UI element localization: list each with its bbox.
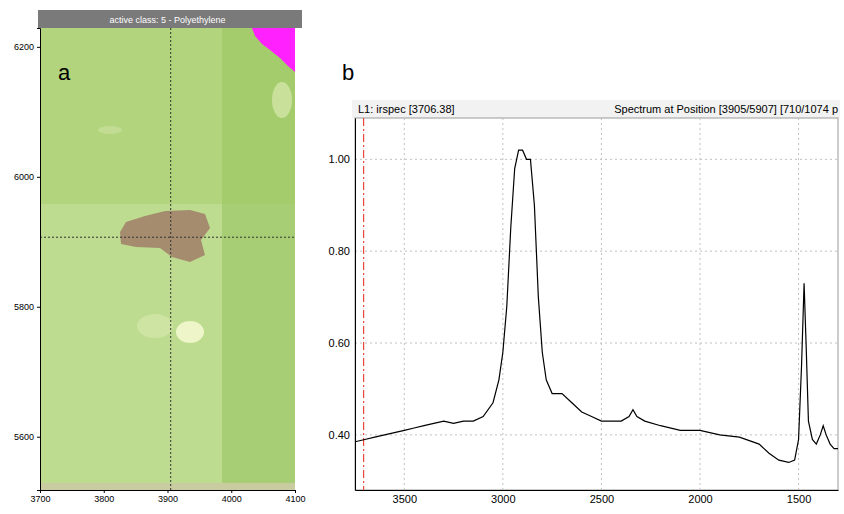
image-tile: [40, 483, 295, 490]
x-tick: 2000: [688, 490, 712, 505]
particle-region: [120, 210, 210, 262]
image-tile: [222, 28, 295, 204]
y-tick-label: 6200: [14, 42, 34, 52]
x-tick: 2500: [590, 490, 614, 505]
y-tick: 0.80: [329, 245, 355, 257]
crosshair-vertical: [170, 28, 171, 490]
image-tile: [40, 204, 222, 490]
y-axis-line: [355, 119, 356, 491]
droplet: [176, 321, 204, 343]
plot-area: [355, 118, 838, 490]
y-tick-mark: [37, 437, 40, 438]
y-tick-label: 5600: [14, 432, 34, 442]
x-tick-label: 3900: [158, 494, 178, 504]
x-tick-label: 4000: [222, 494, 242, 504]
y-tick: 1.00: [329, 153, 355, 165]
grid: [355, 118, 838, 490]
y-tick: 0.40: [329, 429, 355, 441]
panel-letter: a: [58, 60, 71, 85]
header-right: Spectrum at Position [3905/5907] [710/10…: [614, 103, 838, 115]
image-tile: [222, 204, 295, 490]
panel-letter: b: [342, 60, 354, 85]
y-tick-label: 0.80: [329, 245, 350, 257]
y-tick: 6000: [14, 172, 40, 182]
y-tick: 5800: [14, 302, 40, 312]
title-bar: [38, 10, 302, 28]
image-area: [40, 28, 295, 490]
y-axis-line: [37, 29, 41, 491]
x-tick: 3700: [30, 490, 50, 504]
grid-line-y: [355, 343, 838, 344]
x-tick-mark: [104, 490, 105, 493]
y-tick: 6200: [14, 42, 40, 52]
x-tick: 3000: [491, 490, 515, 505]
x-tick: 1500: [787, 490, 811, 505]
y-tick-mark: [37, 47, 40, 48]
x-axis-line: [356, 490, 839, 491]
x-axis: 3500 3000 2500 2000 1500: [356, 490, 839, 505]
y-tick-mark: [37, 177, 40, 178]
y-axis: 0.40 0.60 0.80 1.00: [329, 119, 356, 491]
header-bar: [352, 100, 840, 118]
x-tick: 4000: [222, 490, 242, 504]
droplet: [272, 82, 292, 118]
panel-title: active class: 5 - Polyethylene: [109, 15, 225, 25]
y-tick-mark: [37, 307, 40, 308]
cursor-line: [363, 118, 364, 490]
spectrum-line: [355, 150, 838, 462]
y-tick-label: 5800: [14, 302, 34, 312]
x-tick-label: 3000: [491, 493, 515, 505]
image-tile: [40, 28, 222, 204]
x-tick-mark: [168, 490, 169, 493]
grid-line-y: [355, 159, 838, 160]
plot-frame: [355, 118, 838, 490]
x-tick-label: 3500: [393, 493, 417, 505]
x-tick-label: 3800: [94, 494, 114, 504]
y-tick-label: 6000: [14, 172, 34, 182]
grid-line-x: [404, 118, 405, 490]
x-tick-label: 2000: [688, 493, 712, 505]
y-tick-label: 0.40: [329, 429, 350, 441]
y-tick: 5600: [14, 432, 40, 442]
x-tick: 3800: [94, 490, 114, 504]
y-tick-label: 0.60: [329, 337, 350, 349]
y-tick: 0.60: [329, 337, 355, 349]
grid-line-x: [502, 118, 503, 490]
x-axis-line: [41, 491, 296, 494]
x-tick: 4100: [285, 490, 305, 504]
x-tick-label: 3700: [30, 494, 50, 504]
x-tick-label: 2500: [590, 493, 614, 505]
grid-line-y: [355, 434, 838, 435]
grid-line-y: [355, 251, 838, 252]
x-tick-mark: [231, 490, 232, 493]
droplet: [137, 314, 173, 338]
header-left: L1: irspec [3706.38]: [358, 103, 455, 115]
class-region: [252, 28, 295, 72]
x-tick-label: 1500: [787, 493, 811, 505]
figure: active class: 5 - Polyethylenea370038003…: [0, 0, 844, 514]
y-axis: 5600 5800 6000 6200: [14, 29, 41, 491]
y-tick-label: 1.00: [329, 153, 350, 165]
grid-line-x: [601, 118, 602, 490]
x-tick: 3500: [393, 490, 417, 505]
crosshair-horizontal: [40, 237, 295, 238]
x-tick: 3900: [158, 490, 178, 504]
x-axis: 3700 3800 3900 4000 4100: [30, 490, 305, 504]
x-tick-mark: [295, 490, 296, 493]
droplet: [98, 126, 122, 134]
grid-line-x: [700, 118, 701, 490]
x-tick-label: 4100: [285, 494, 305, 504]
